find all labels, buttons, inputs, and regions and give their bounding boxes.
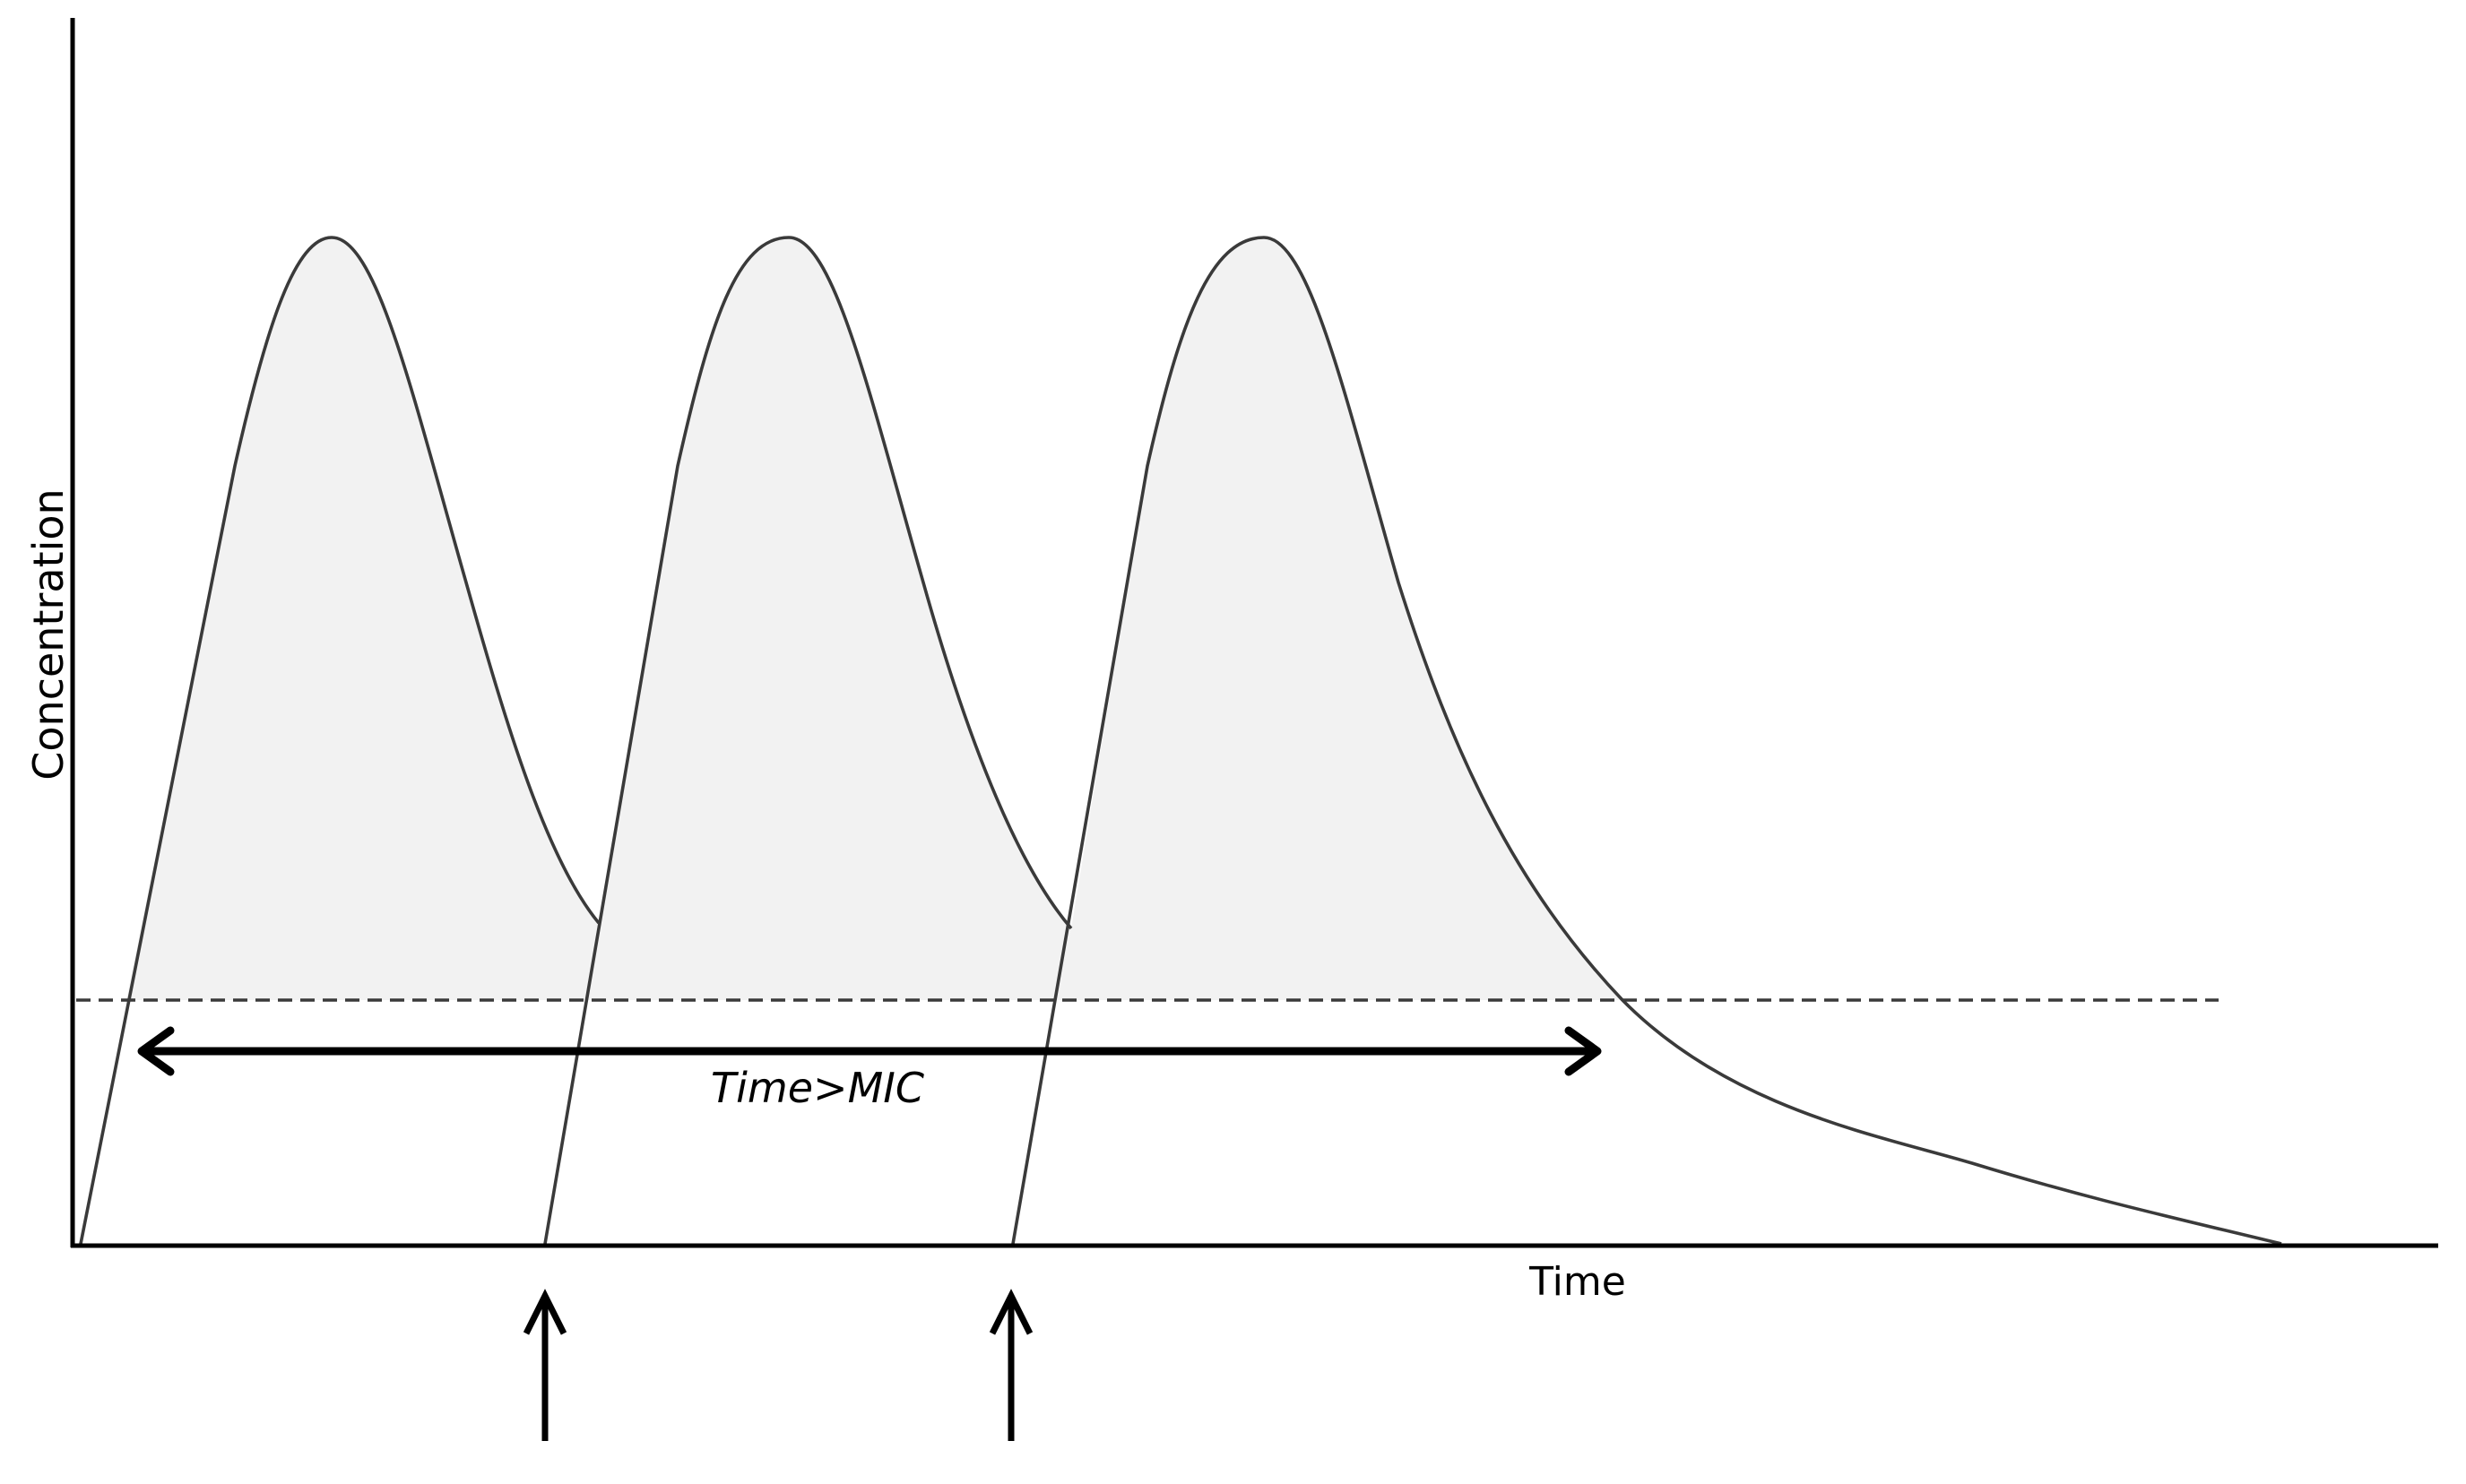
curve-dose-2	[543, 236, 1073, 1245]
curve-dose-1	[79, 236, 601, 1245]
shade-peak-3	[1058, 237, 1622, 1000]
concentration-curves	[79, 236, 2282, 1246]
span-arrow-right-head	[1564, 1026, 1602, 1076]
x-axis-label: Time	[1528, 1259, 1626, 1305]
y-axis-label: Concentration	[24, 488, 73, 780]
shade-peak-1	[126, 237, 599, 1000]
span-arrow-left-head	[137, 1026, 175, 1076]
dose-arrow-1	[523, 1289, 567, 1441]
shade-peak-2	[587, 237, 1071, 1000]
dose-arrow-1-head	[523, 1289, 567, 1335]
span-label: Time>MIC	[711, 1064, 924, 1112]
curve-dose-3	[1011, 236, 2282, 1246]
time-above-mic-span-arrow	[137, 1026, 1602, 1076]
axes	[70, 18, 2438, 1248]
dose-arrow-2-head	[989, 1289, 1034, 1335]
above-mic-shading	[126, 237, 1622, 1000]
dose-arrow-2	[989, 1289, 1034, 1441]
